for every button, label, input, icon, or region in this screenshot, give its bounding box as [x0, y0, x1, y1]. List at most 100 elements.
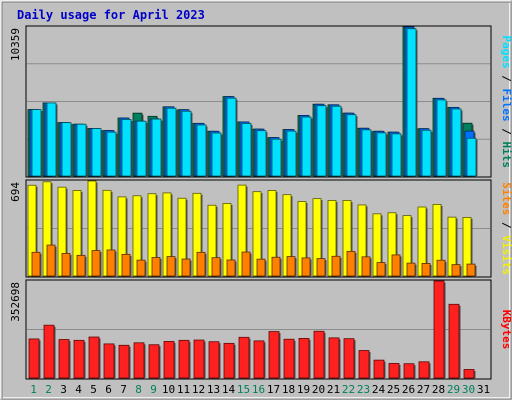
- hits-panel-bar-pages: [76, 123, 87, 177]
- kbytes-panel-bar-kbytes: [148, 344, 160, 379]
- hits-panel-bar-pages: [376, 132, 387, 177]
- visits-panel-legend-part: Sites: [500, 182, 512, 215]
- kbytes-panel-bar-kbytes: [358, 350, 370, 379]
- visits-panel-bar-sites: [376, 262, 386, 277]
- hits-panel-bar-pages: [436, 99, 447, 177]
- visits-panel-bar-sites: [121, 253, 131, 277]
- x-tick-label: 13: [207, 383, 220, 396]
- x-tick-label: 15: [237, 383, 250, 396]
- visits-panel-bar-sites: [271, 256, 281, 277]
- kbytes-panel-bar-kbytes: [43, 324, 55, 379]
- hits-panel-bar-pages: [196, 124, 207, 177]
- hits-panel-bar-pages: [121, 119, 132, 177]
- hits-panel-bar-pages: [136, 120, 147, 177]
- hits-panel-bar-pages: [331, 105, 342, 177]
- visits-panel-bar-sites: [346, 250, 356, 277]
- visits-panel-bar-sites: [151, 257, 161, 277]
- x-tick-label: 16: [252, 383, 265, 396]
- hits-panel-bar-pages: [271, 138, 282, 177]
- kbytes-panel-bar-kbytes: [418, 361, 430, 379]
- hits-panel-legend-part: Pages: [500, 36, 512, 69]
- x-tick-label: 10: [162, 383, 175, 396]
- x-tick-label: 7: [120, 383, 127, 396]
- hits-panel-bar-pages: [391, 133, 402, 177]
- hits-panel-bar-pages: [181, 110, 192, 177]
- x-tick-label: 9: [150, 383, 157, 396]
- hits-panel-bar-pages: [406, 28, 417, 177]
- kbytes-panel-legend: KBytes: [500, 310, 512, 350]
- visits-panel-bar-sites: [76, 254, 86, 277]
- x-tick-label: 12: [192, 383, 205, 396]
- chart-title: Daily usage for April 2023: [17, 8, 205, 22]
- kbytes-panel-bar-kbytes: [133, 342, 145, 379]
- hits-panel-bar-pages: [301, 116, 312, 177]
- visits-panel-bar-sites: [361, 256, 371, 277]
- kbytes-panel-series-kbytes: [28, 280, 476, 379]
- hits-panel-bar-pages: [316, 105, 327, 177]
- visits-panel: 694 Sites / Visits: [9, 179, 512, 278]
- kbytes-panel-bar-kbytes: [238, 336, 250, 379]
- visits-panel-bar-sites: [451, 264, 461, 277]
- visits-panel-bar-sites: [226, 259, 236, 277]
- kbytes-panel-bar-kbytes: [58, 339, 70, 379]
- visits-panel-bar-sites: [166, 256, 176, 277]
- visits-panel-bar-sites: [181, 258, 191, 277]
- hits-panel-bar-pages: [226, 97, 237, 177]
- kbytes-panel-bar-kbytes: [313, 330, 325, 379]
- kbytes-panel-bar-kbytes: [178, 339, 190, 379]
- kbytes-panel-bar-kbytes: [463, 369, 475, 379]
- visits-panel-bar-sites: [31, 251, 41, 277]
- x-tick-label: 18: [282, 383, 295, 396]
- kbytes-panel-bar-kbytes: [118, 344, 130, 379]
- hits-panel-legend-part: Hits: [500, 142, 512, 169]
- x-tick-label: 4: [75, 383, 82, 396]
- x-tick-label: 1: [30, 383, 37, 396]
- x-tick-label: 17: [267, 383, 280, 396]
- hits-panel-bar-pages: [151, 118, 162, 177]
- x-tick-label: 22: [342, 383, 355, 396]
- visits-panel-legend: Sites / Visits: [500, 182, 512, 275]
- kbytes-panel-bar-kbytes: [88, 336, 100, 379]
- visits-panel-bar-sites: [286, 256, 296, 277]
- kbytes-panel-bar-kbytes: [103, 343, 115, 379]
- visits-panel-legend-part: Visits: [500, 235, 512, 275]
- hits-panel-bar-pages: [166, 107, 177, 177]
- x-tick-label: 5: [90, 383, 97, 396]
- hits-panel-bar-pages: [421, 129, 432, 177]
- kbytes-panel-bar-kbytes: [448, 303, 460, 379]
- kbytes-panel-bar-kbytes: [253, 340, 265, 379]
- visits-panel-bar-sites: [106, 249, 116, 277]
- kbytes-panel-bar-kbytes: [283, 338, 295, 379]
- x-tick-label: 19: [297, 383, 310, 396]
- x-tick-label: 30: [462, 383, 475, 396]
- x-axis-labels: 1 2 3 4 5 6 7 8 9 10 11 12 13 14 15 16 17 18 19 20 21 22 23 24 2…: [30, 383, 490, 396]
- visits-panel-bar-sites: [331, 255, 341, 277]
- visits-panel-bar-sites: [301, 257, 311, 277]
- hits-panel-bar-pages: [61, 122, 72, 177]
- hits-panel-bar-pages: [31, 109, 42, 177]
- hits-panel-bar-pages: [361, 129, 372, 177]
- kbytes-panel-bar-kbytes: [343, 338, 355, 379]
- visits-panel-bar-sites: [46, 244, 56, 277]
- hits-panel-bar-pages: [241, 123, 252, 177]
- kbytes-panel-bar-kbytes: [73, 339, 85, 379]
- kbytes-panel: 352698 KBytes: [9, 279, 512, 380]
- x-tick-label: 11: [177, 383, 190, 396]
- visits-panel-bar-sites: [241, 251, 251, 277]
- hits-panel-legend-part: /: [500, 69, 512, 89]
- visits-panel-bar-sites: [136, 259, 146, 277]
- x-tick-label: 6: [105, 383, 112, 396]
- kbytes-panel-bar-kbytes: [388, 363, 400, 379]
- hits-panel: 10359 Pages / Files / Hits: [9, 25, 512, 178]
- x-tick-label: 23: [357, 383, 370, 396]
- kbytes-panel-bar-kbytes: [433, 280, 445, 379]
- x-tick-label: 14: [222, 383, 236, 396]
- kbytes-panel-bar-kbytes: [268, 331, 280, 379]
- kbytes-panel-bar-kbytes: [208, 341, 220, 379]
- visits-panel-series-sites: [31, 244, 477, 277]
- visits-panel-bar-sites: [316, 258, 326, 277]
- kbytes-panel-bar-kbytes: [163, 341, 175, 379]
- visits-panel-max-label: 694: [9, 182, 22, 202]
- x-tick-label: 26: [402, 383, 415, 396]
